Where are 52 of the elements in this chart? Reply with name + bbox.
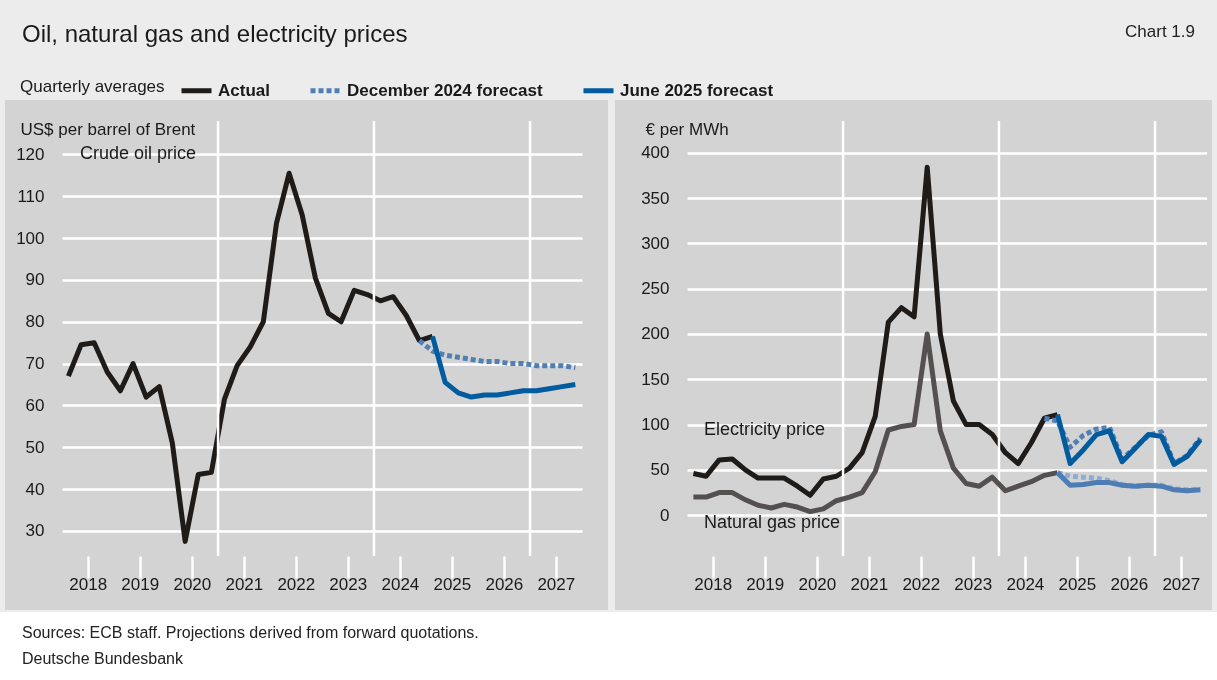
- y-tick-label: 120: [15, 144, 44, 164]
- y-tick-label: 50: [25, 437, 44, 457]
- x-tick-label: 2020: [797, 574, 836, 593]
- x-tick-label: 2024: [380, 574, 419, 593]
- x-tick-label: 2019: [120, 574, 159, 593]
- y-tick-label: 100: [15, 228, 44, 248]
- y-tick-label: 350: [640, 188, 669, 208]
- y-tick-label: 110: [16, 186, 44, 206]
- y-tick-label: 100: [640, 414, 669, 434]
- x-tick-label: 2024: [1005, 574, 1044, 593]
- x-tick-label: 2026: [484, 574, 523, 593]
- text: Deutsche Bundesbank: [22, 650, 183, 668]
- x-tick-label: 2026: [1109, 574, 1148, 593]
- y-axis-title: US$ per barrel of Brent: [20, 119, 196, 138]
- y-tick-label: 80: [25, 311, 44, 331]
- y-tick-label: 250: [640, 278, 669, 298]
- x-tick-label: 2021: [224, 574, 263, 593]
- x-tick-label: 2027: [536, 574, 575, 593]
- x-tick-label: 2022: [901, 574, 940, 593]
- y-tick-label: 30: [25, 520, 44, 540]
- x-tick-label: 2022: [276, 574, 315, 593]
- y-tick-label: 50: [650, 459, 669, 479]
- x-tick-label: 2021: [849, 574, 888, 593]
- y-tick-label: 300: [640, 233, 669, 253]
- caption: Chart 1.9: [1125, 22, 1195, 42]
- x-tick-label: 2018: [68, 574, 107, 593]
- x-tick-label: 2020: [172, 574, 211, 593]
- y-tick-label: 60: [25, 395, 44, 415]
- annotation: Natural gas price: [703, 511, 840, 532]
- y-tick-label: 90: [25, 269, 44, 289]
- annotation: Crude oil price: [79, 142, 196, 163]
- y-tick-label: 70: [25, 353, 44, 373]
- x-tick-label: 2023: [328, 574, 367, 593]
- x-tick-label: 2023: [953, 574, 992, 593]
- x-tick-label: 2025: [1057, 574, 1096, 593]
- x-tick-label: 2019: [745, 574, 784, 593]
- y-tick-label: 400: [640, 142, 669, 162]
- y-tick-label: 200: [640, 323, 669, 343]
- y-tick-label: 40: [25, 479, 44, 499]
- legend-title: Quarterly averages: [19, 76, 165, 96]
- y-tick-label: 0: [659, 505, 669, 525]
- y-tick-label: 150: [640, 369, 669, 389]
- x-tick-label: 2027: [1161, 574, 1200, 593]
- x-tick-label: 2018: [693, 574, 732, 593]
- x-tick-label: 2025: [432, 574, 471, 593]
- y-axis-title: € per MWh: [645, 119, 729, 138]
- source-note: Sources: ECB staff. Projections derived from forward quotations.: [22, 624, 479, 642]
- legend-label: December 2024 forecast: [346, 80, 543, 100]
- annotation: Electricity price: [703, 418, 825, 439]
- chart-title: Oil, natural gas and electricity prices: [22, 20, 408, 48]
- legend-label: Actual: [217, 80, 270, 100]
- legend-label: June 2025 forecast: [619, 80, 773, 100]
